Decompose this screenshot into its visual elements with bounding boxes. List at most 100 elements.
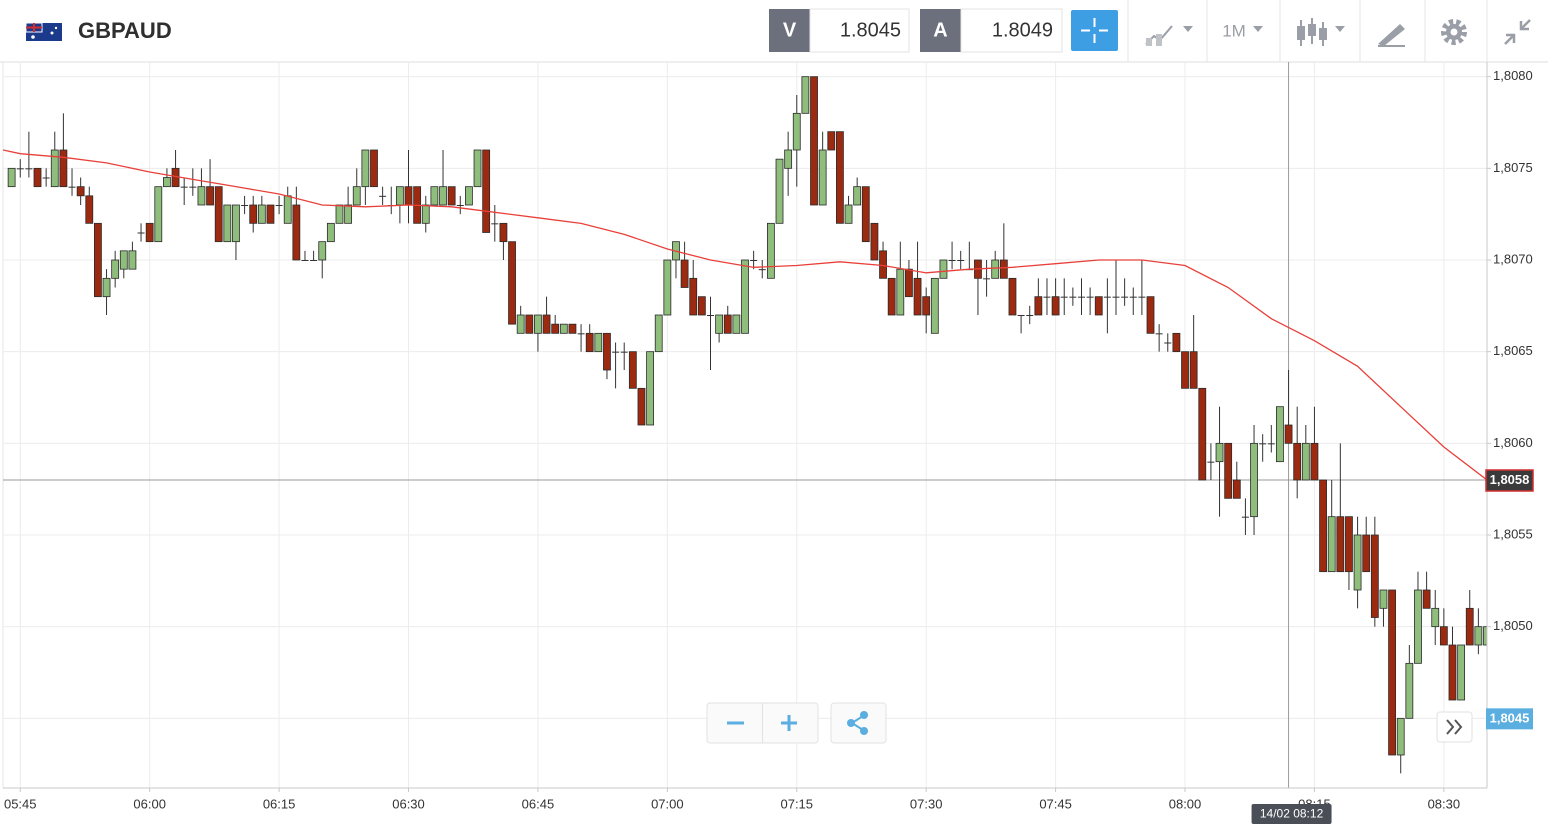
candle-body	[241, 205, 249, 206]
candle-body	[206, 186, 214, 206]
candle-body	[1327, 516, 1336, 573]
candle-body	[1250, 442, 1258, 518]
candle-body	[983, 278, 991, 280]
candle-body	[1414, 589, 1422, 664]
candle-body	[1215, 442, 1224, 463]
candle-body	[861, 186, 870, 243]
price-label-box	[1486, 708, 1533, 730]
candle-body	[292, 204, 301, 261]
candle-body	[189, 186, 197, 188]
candle-body	[370, 149, 378, 188]
candle-body	[999, 259, 1008, 279]
candle-body	[758, 269, 766, 271]
candle-body	[680, 259, 689, 288]
candle-body	[1474, 626, 1483, 646]
x-tick-label: 07:15	[780, 796, 813, 811]
candle-body	[1129, 296, 1137, 298]
candle-body	[1198, 387, 1207, 481]
flag	[25, 22, 62, 41]
candle-body	[145, 222, 154, 243]
candle-body	[948, 260, 956, 261]
candle-body	[1465, 607, 1474, 646]
candle-body	[473, 149, 482, 188]
chart-type-button[interactable]	[1297, 18, 1345, 46]
candle-body	[301, 260, 309, 261]
x-tick-label: 06:30	[392, 796, 425, 811]
candle-body	[1396, 717, 1405, 756]
candle-body	[646, 351, 654, 426]
candle-body	[508, 241, 516, 325]
candle-body	[1051, 296, 1060, 316]
candle-body	[197, 186, 206, 206]
candle-body	[1310, 442, 1319, 481]
candle-body	[1483, 626, 1487, 646]
candle-body	[1232, 479, 1241, 499]
candle-body	[957, 260, 965, 261]
timeframe[interactable]: 1M	[1222, 21, 1246, 40]
candle-body	[810, 76, 818, 206]
crosshair-button[interactable]	[1071, 10, 1118, 51]
candle-body	[76, 186, 85, 197]
candle-body	[318, 241, 327, 261]
candle-body	[525, 314, 534, 334]
candle-body	[395, 186, 404, 206]
candle-body	[310, 260, 318, 261]
candle-body	[766, 222, 775, 279]
candle-body	[1336, 516, 1345, 573]
candle-body	[913, 277, 922, 316]
grid	[3, 62, 1487, 788]
settings-button[interactable]	[1441, 19, 1467, 45]
candle-body	[801, 76, 810, 114]
candle-body	[1431, 607, 1440, 628]
x-tick-label: 05:45	[4, 796, 37, 811]
y-tick-label: 1,8055	[1493, 526, 1533, 541]
candle-body	[1094, 296, 1103, 316]
candle-body	[585, 332, 594, 353]
candle-body	[1189, 351, 1198, 389]
ask-label: A	[933, 19, 947, 41]
candle-body	[119, 250, 128, 270]
candle-body	[715, 314, 724, 334]
candle-body	[732, 314, 741, 334]
candle-body	[42, 177, 50, 179]
candle-body	[1181, 351, 1189, 389]
timeframe-caret	[1253, 26, 1263, 32]
candle-body	[344, 204, 353, 224]
candle-body	[628, 351, 637, 389]
candle-body	[1224, 442, 1233, 499]
x-tick-label: 08:00	[1169, 796, 1202, 811]
draw-button[interactable]	[1378, 24, 1405, 47]
ask-box	[960, 8, 1063, 53]
candle-body	[180, 186, 188, 188]
candle-body	[1457, 644, 1466, 701]
candle-body	[1069, 296, 1077, 298]
candle-body	[404, 186, 413, 206]
ask-button[interactable]	[920, 9, 961, 52]
collapse-button[interactable]	[1504, 19, 1531, 45]
candle-body	[1405, 662, 1414, 719]
candle-body	[491, 223, 499, 225]
candle-body	[275, 205, 283, 206]
candle-body	[430, 186, 439, 206]
candle-body	[723, 314, 732, 334]
candle-body	[568, 323, 577, 334]
candle-body	[559, 323, 568, 334]
plot-area	[3, 62, 1487, 788]
candle-body	[1284, 424, 1293, 444]
indicator-button[interactable]	[1145, 25, 1193, 46]
candle-body	[991, 259, 1000, 279]
candle-body	[111, 259, 120, 279]
share-button[interactable]	[830, 702, 887, 744]
candle-body	[1121, 296, 1129, 298]
scroll-right-button[interactable]	[1436, 711, 1473, 743]
bid-button[interactable]	[769, 9, 810, 52]
price-label-box	[1485, 469, 1534, 492]
candle-body	[1008, 277, 1017, 316]
candle-body	[612, 351, 620, 353]
candle-body	[85, 195, 94, 224]
candle-body	[163, 177, 171, 188]
candle-body	[663, 259, 672, 316]
candle-body	[214, 186, 223, 243]
candle-body	[818, 149, 827, 206]
